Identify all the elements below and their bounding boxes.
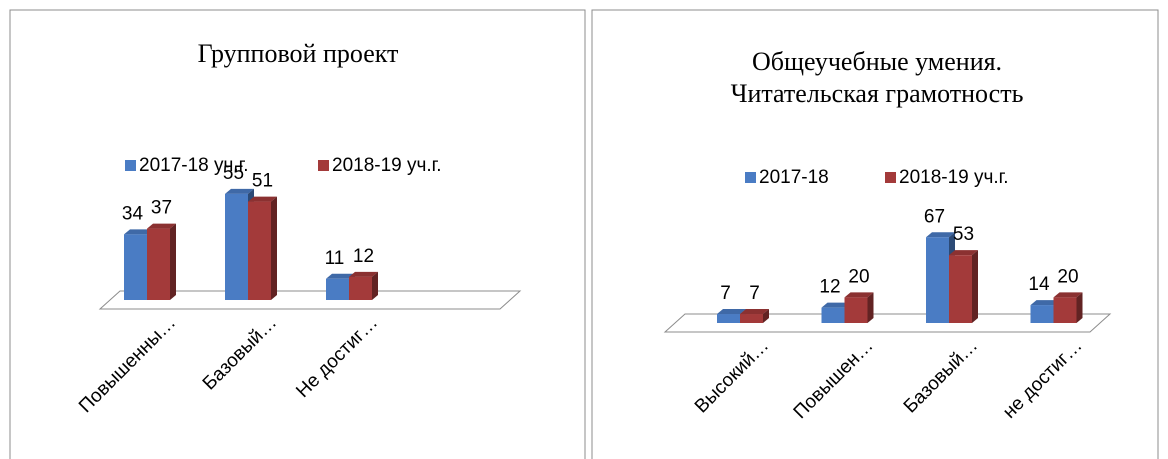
bar-top <box>1053 292 1083 298</box>
value-label: 67 <box>924 206 945 227</box>
bar <box>326 278 349 300</box>
bar <box>717 314 740 323</box>
value-label: 37 <box>151 198 172 219</box>
value-label: 53 <box>953 224 974 245</box>
value-label: 11 <box>325 248 345 269</box>
bar-top <box>926 232 955 238</box>
bar <box>740 314 763 323</box>
legend-label: 2018-19 уч.г. <box>899 167 1009 188</box>
legend-swatch <box>318 160 329 171</box>
floor <box>98 290 522 310</box>
chart-title: Общеучебные умения. <box>752 47 1002 76</box>
value-label: 7 <box>720 283 731 304</box>
panel <box>591 9 1159 459</box>
bar-top <box>349 271 378 277</box>
legend-label: 2018-19 уч.г. <box>332 155 442 176</box>
bar-top <box>821 302 851 308</box>
bar <box>1030 305 1054 323</box>
legend-swatch <box>745 172 756 183</box>
value-label: 51 <box>252 171 273 192</box>
value-label: 20 <box>1057 266 1078 287</box>
bar-side <box>372 271 378 300</box>
bar-side <box>763 309 769 323</box>
value-label: 14 <box>1028 274 1050 295</box>
x-tick-label: Базовый… <box>900 335 982 417</box>
bar-top <box>949 250 978 256</box>
bar-top <box>326 273 355 279</box>
legend-label: 2017-18 <box>759 167 829 188</box>
value-label: 20 <box>848 266 869 287</box>
bar <box>225 193 248 300</box>
bar-top <box>124 229 153 235</box>
value-label: 34 <box>122 203 144 224</box>
value-label: 12 <box>353 246 374 267</box>
legend-swatch <box>885 172 896 183</box>
x-tick-label: не достиг… <box>999 335 1087 423</box>
bar-side <box>170 223 176 300</box>
bar-top <box>1030 300 1060 306</box>
bar <box>949 255 972 323</box>
bar-top <box>844 292 874 298</box>
bar-side <box>1076 292 1083 323</box>
x-tick-label: Повышенны… <box>75 312 180 417</box>
x-tick-label: Высокий… <box>691 335 773 417</box>
bar-side <box>867 292 874 323</box>
value-label: 7 <box>749 283 760 304</box>
legend-swatch <box>125 160 136 171</box>
bar <box>124 234 147 300</box>
bar <box>147 228 170 300</box>
value-label: 55 <box>223 163 244 184</box>
bar <box>248 201 271 300</box>
x-tick-label: Не достиг… <box>292 312 382 402</box>
legend-label: 2017-18 уч.г. <box>139 155 249 176</box>
value-label: 12 <box>819 277 840 298</box>
chart-title: Групповой проект <box>198 39 399 68</box>
bar-top <box>248 196 277 202</box>
bar <box>349 276 372 300</box>
bar-top <box>740 309 769 315</box>
bar-side <box>271 196 277 300</box>
bar <box>1053 297 1077 323</box>
bar <box>926 237 949 323</box>
x-tick-label: Базовый… <box>199 312 281 394</box>
bar-side <box>972 250 978 323</box>
bar <box>844 297 868 323</box>
bar-top <box>225 188 254 194</box>
bar-top <box>147 223 176 229</box>
bar-top <box>717 309 746 315</box>
panel <box>9 9 586 459</box>
bar <box>821 307 845 323</box>
floor <box>663 313 1112 333</box>
x-tick-label: Повышен… <box>790 335 878 423</box>
chart-title: Читательская грамотность <box>731 79 1024 108</box>
